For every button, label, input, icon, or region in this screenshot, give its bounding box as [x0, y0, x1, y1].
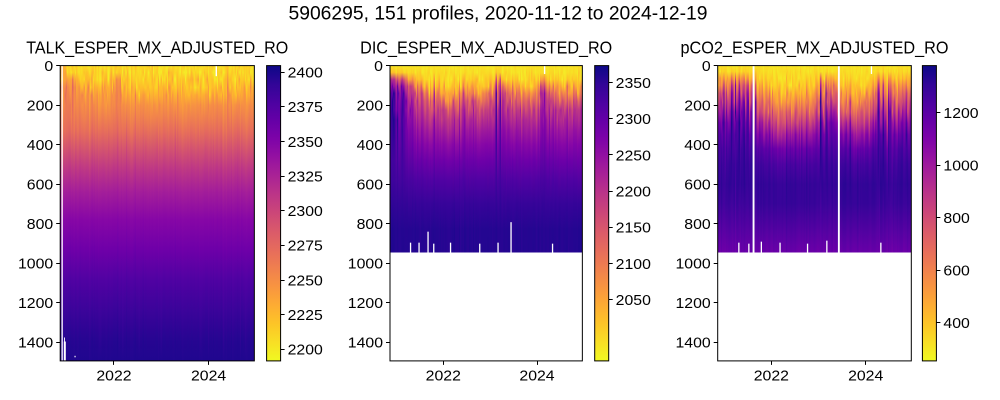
svg-text:0: 0: [44, 59, 53, 75]
svg-text:1200: 1200: [18, 296, 53, 312]
svg-text:2250: 2250: [288, 273, 323, 289]
svg-text:800: 800: [357, 217, 383, 233]
svg-text:2022: 2022: [754, 369, 789, 385]
svg-text:2100: 2100: [616, 257, 651, 273]
svg-text:1000: 1000: [676, 256, 711, 272]
svg-text:400: 400: [943, 316, 969, 332]
svg-text:600: 600: [357, 177, 383, 193]
svg-text:1400: 1400: [18, 335, 53, 351]
svg-text:1000: 1000: [348, 256, 383, 272]
svg-text:2325: 2325: [288, 169, 323, 185]
svg-text:1400: 1400: [348, 335, 383, 351]
svg-text:2050: 2050: [616, 293, 651, 309]
svg-text:800: 800: [27, 217, 53, 233]
svg-text:5906295, 151 profiles, 2020-11: 5906295, 151 profiles, 2020-11-12 to 202…: [289, 4, 708, 25]
svg-text:200: 200: [684, 98, 710, 114]
svg-text:2200: 2200: [288, 343, 323, 359]
svg-text:1400: 1400: [676, 335, 711, 351]
svg-text:400: 400: [27, 138, 53, 154]
svg-text:0: 0: [374, 59, 383, 75]
svg-text:2350: 2350: [616, 76, 651, 92]
svg-text:2375: 2375: [288, 100, 323, 116]
svg-text:2275: 2275: [288, 239, 323, 255]
svg-text:1200: 1200: [676, 296, 711, 312]
svg-text:2300: 2300: [616, 112, 651, 128]
svg-text:1200: 1200: [348, 296, 383, 312]
svg-text:2300: 2300: [288, 204, 323, 220]
svg-text:2350: 2350: [288, 135, 323, 151]
svg-text:600: 600: [684, 177, 710, 193]
svg-text:2022: 2022: [96, 369, 131, 385]
svg-text:2200: 2200: [616, 185, 651, 201]
svg-text:1000: 1000: [943, 158, 978, 174]
svg-text:800: 800: [684, 217, 710, 233]
svg-text:1000: 1000: [18, 256, 53, 272]
svg-text:200: 200: [357, 98, 383, 114]
svg-text:800: 800: [943, 211, 969, 227]
svg-text:TALK_ESPER_MX_ADJUSTED_RO: TALK_ESPER_MX_ADJUSTED_RO: [26, 38, 288, 58]
svg-text:2024: 2024: [848, 369, 883, 385]
svg-text:600: 600: [943, 264, 969, 280]
svg-text:2024: 2024: [519, 369, 554, 385]
svg-text:2250: 2250: [616, 148, 651, 164]
svg-text:400: 400: [684, 138, 710, 154]
svg-text:2400: 2400: [288, 66, 323, 82]
svg-text:0: 0: [702, 59, 711, 75]
svg-text:1200: 1200: [943, 106, 978, 122]
svg-text:DIC_ESPER_MX_ADJUSTED_RO: DIC_ESPER_MX_ADJUSTED_RO: [360, 38, 612, 58]
svg-text:400: 400: [357, 138, 383, 154]
svg-text:2225: 2225: [288, 308, 323, 324]
svg-text:600: 600: [27, 177, 53, 193]
svg-text:2022: 2022: [426, 369, 461, 385]
svg-text:2024: 2024: [191, 369, 226, 385]
svg-text:2150: 2150: [616, 221, 651, 237]
svg-text:200: 200: [27, 98, 53, 114]
svg-text:pCO2_ESPER_MX_ADJUSTED_RO: pCO2_ESPER_MX_ADJUSTED_RO: [681, 38, 949, 58]
